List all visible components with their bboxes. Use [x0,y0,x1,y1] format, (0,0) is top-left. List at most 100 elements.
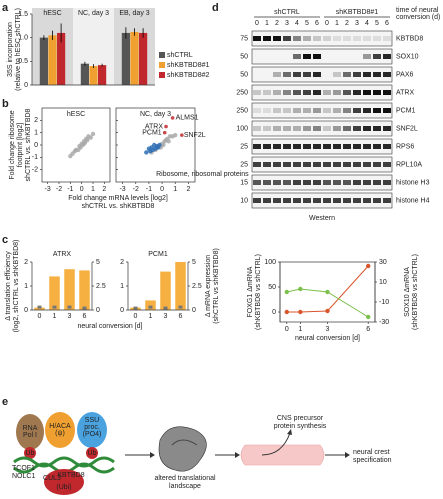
blot-band [253,108,261,113]
legend-label: shKBTBD8#1 [167,62,210,69]
blot-band [373,36,381,41]
blot-band [283,162,291,167]
blot-band [373,126,381,131]
blot-band [313,180,321,185]
blot-band [383,180,391,185]
marker [82,306,87,310]
mw-marker: 75 [240,35,248,42]
blot-band [313,126,321,131]
x-axis-label: neural conversion [d] [78,323,143,330]
x-tick-label: 1 [173,186,177,193]
bar [64,269,75,310]
blot-band [273,72,281,77]
x-tick-label: -1 [67,186,73,193]
blot-band [383,108,391,113]
point [298,286,303,292]
blot-band [303,180,311,185]
bar [121,32,130,85]
y-axis-label: (shKBTBD8 vs shCTRL) [255,254,262,330]
lane-label: 5 [305,20,309,27]
protein-label: histone H3 [396,179,430,186]
group-label: shKBTBD8#1 [336,9,379,16]
blot-band [343,126,351,131]
bar [98,65,107,85]
blot-band [333,90,341,95]
blot-band [283,72,291,77]
blot-band [273,126,281,131]
time-label: conversion (d) [396,14,440,21]
blot-band [353,90,361,95]
blot-band [363,162,371,167]
lane-label: 1 [335,20,339,27]
legend-swatch [159,72,165,78]
y-tick-label: -30 [379,319,389,326]
time-label: time of neural [396,7,439,14]
blot-band [383,162,391,167]
blot-band [273,144,281,149]
lane-label: 4 [365,20,369,27]
blot-footer: Western [309,215,335,222]
panel-label: e [2,396,8,408]
blot-band [333,36,341,41]
blot-band [323,198,331,203]
blot-band [373,162,381,167]
adaptor-label: TCOF1 [12,465,35,472]
group-label: EB, day 3 [119,10,149,17]
y-axis-label: footprint [log2] [17,123,24,167]
blot-band [333,144,341,149]
point [84,136,89,142]
y-tick-label: 2.5 [96,283,106,290]
y-tick-label: 5 [192,259,196,266]
y-tick-label: 0.5 [18,58,28,65]
y-tick-label: 0 [272,309,276,316]
blot-band [293,162,301,167]
blot-band [293,108,301,113]
blot-band [383,36,391,41]
blot-band [363,144,371,149]
complex-label: (PO4) [83,431,102,438]
y-tick-label: -2 [32,167,38,174]
blot-band [313,162,321,167]
panel-label: b [2,98,9,110]
blot-band [373,72,381,77]
blot-band [363,36,371,41]
blot-band [263,108,271,113]
y-tick-label: 2.5 [192,283,202,290]
blot-band [313,72,321,77]
marker [148,305,153,309]
y-tick-label: 2 [24,259,28,266]
lane-label: 6 [315,20,319,27]
bar [79,270,90,310]
blot-band [353,72,361,77]
blot-band [283,126,291,131]
marker [37,305,42,309]
lane-label: 3 [285,20,289,27]
x-tick-label: 1 [149,313,153,320]
y-tick-label: 0 [34,142,38,149]
blot-band [353,126,361,131]
step-label: landscape [169,483,201,490]
blot-band [283,36,291,41]
blot-band [303,108,311,113]
y-tick-label: 50 [268,284,276,291]
step-label: protein synthesis [274,423,327,430]
x-tick-label: 0 [285,326,289,333]
blot-band [293,144,301,149]
blot-strip [251,84,393,101]
blot-band [353,180,361,185]
lane-label: 0 [325,20,329,27]
blot-band [333,126,341,131]
annotation: ALMS1 [176,115,199,122]
bar [48,35,57,85]
y-tick-label: 1.5 [18,11,28,18]
blot-band [303,162,311,167]
bar [39,37,48,85]
blot-band [273,198,281,203]
ligase-sub: (Ubi) [56,484,71,491]
blot-band [313,144,321,149]
blot-band [373,180,381,185]
point [173,132,178,138]
bar [160,271,171,310]
bar [175,262,186,310]
x-tick-label: -1 [146,186,152,193]
